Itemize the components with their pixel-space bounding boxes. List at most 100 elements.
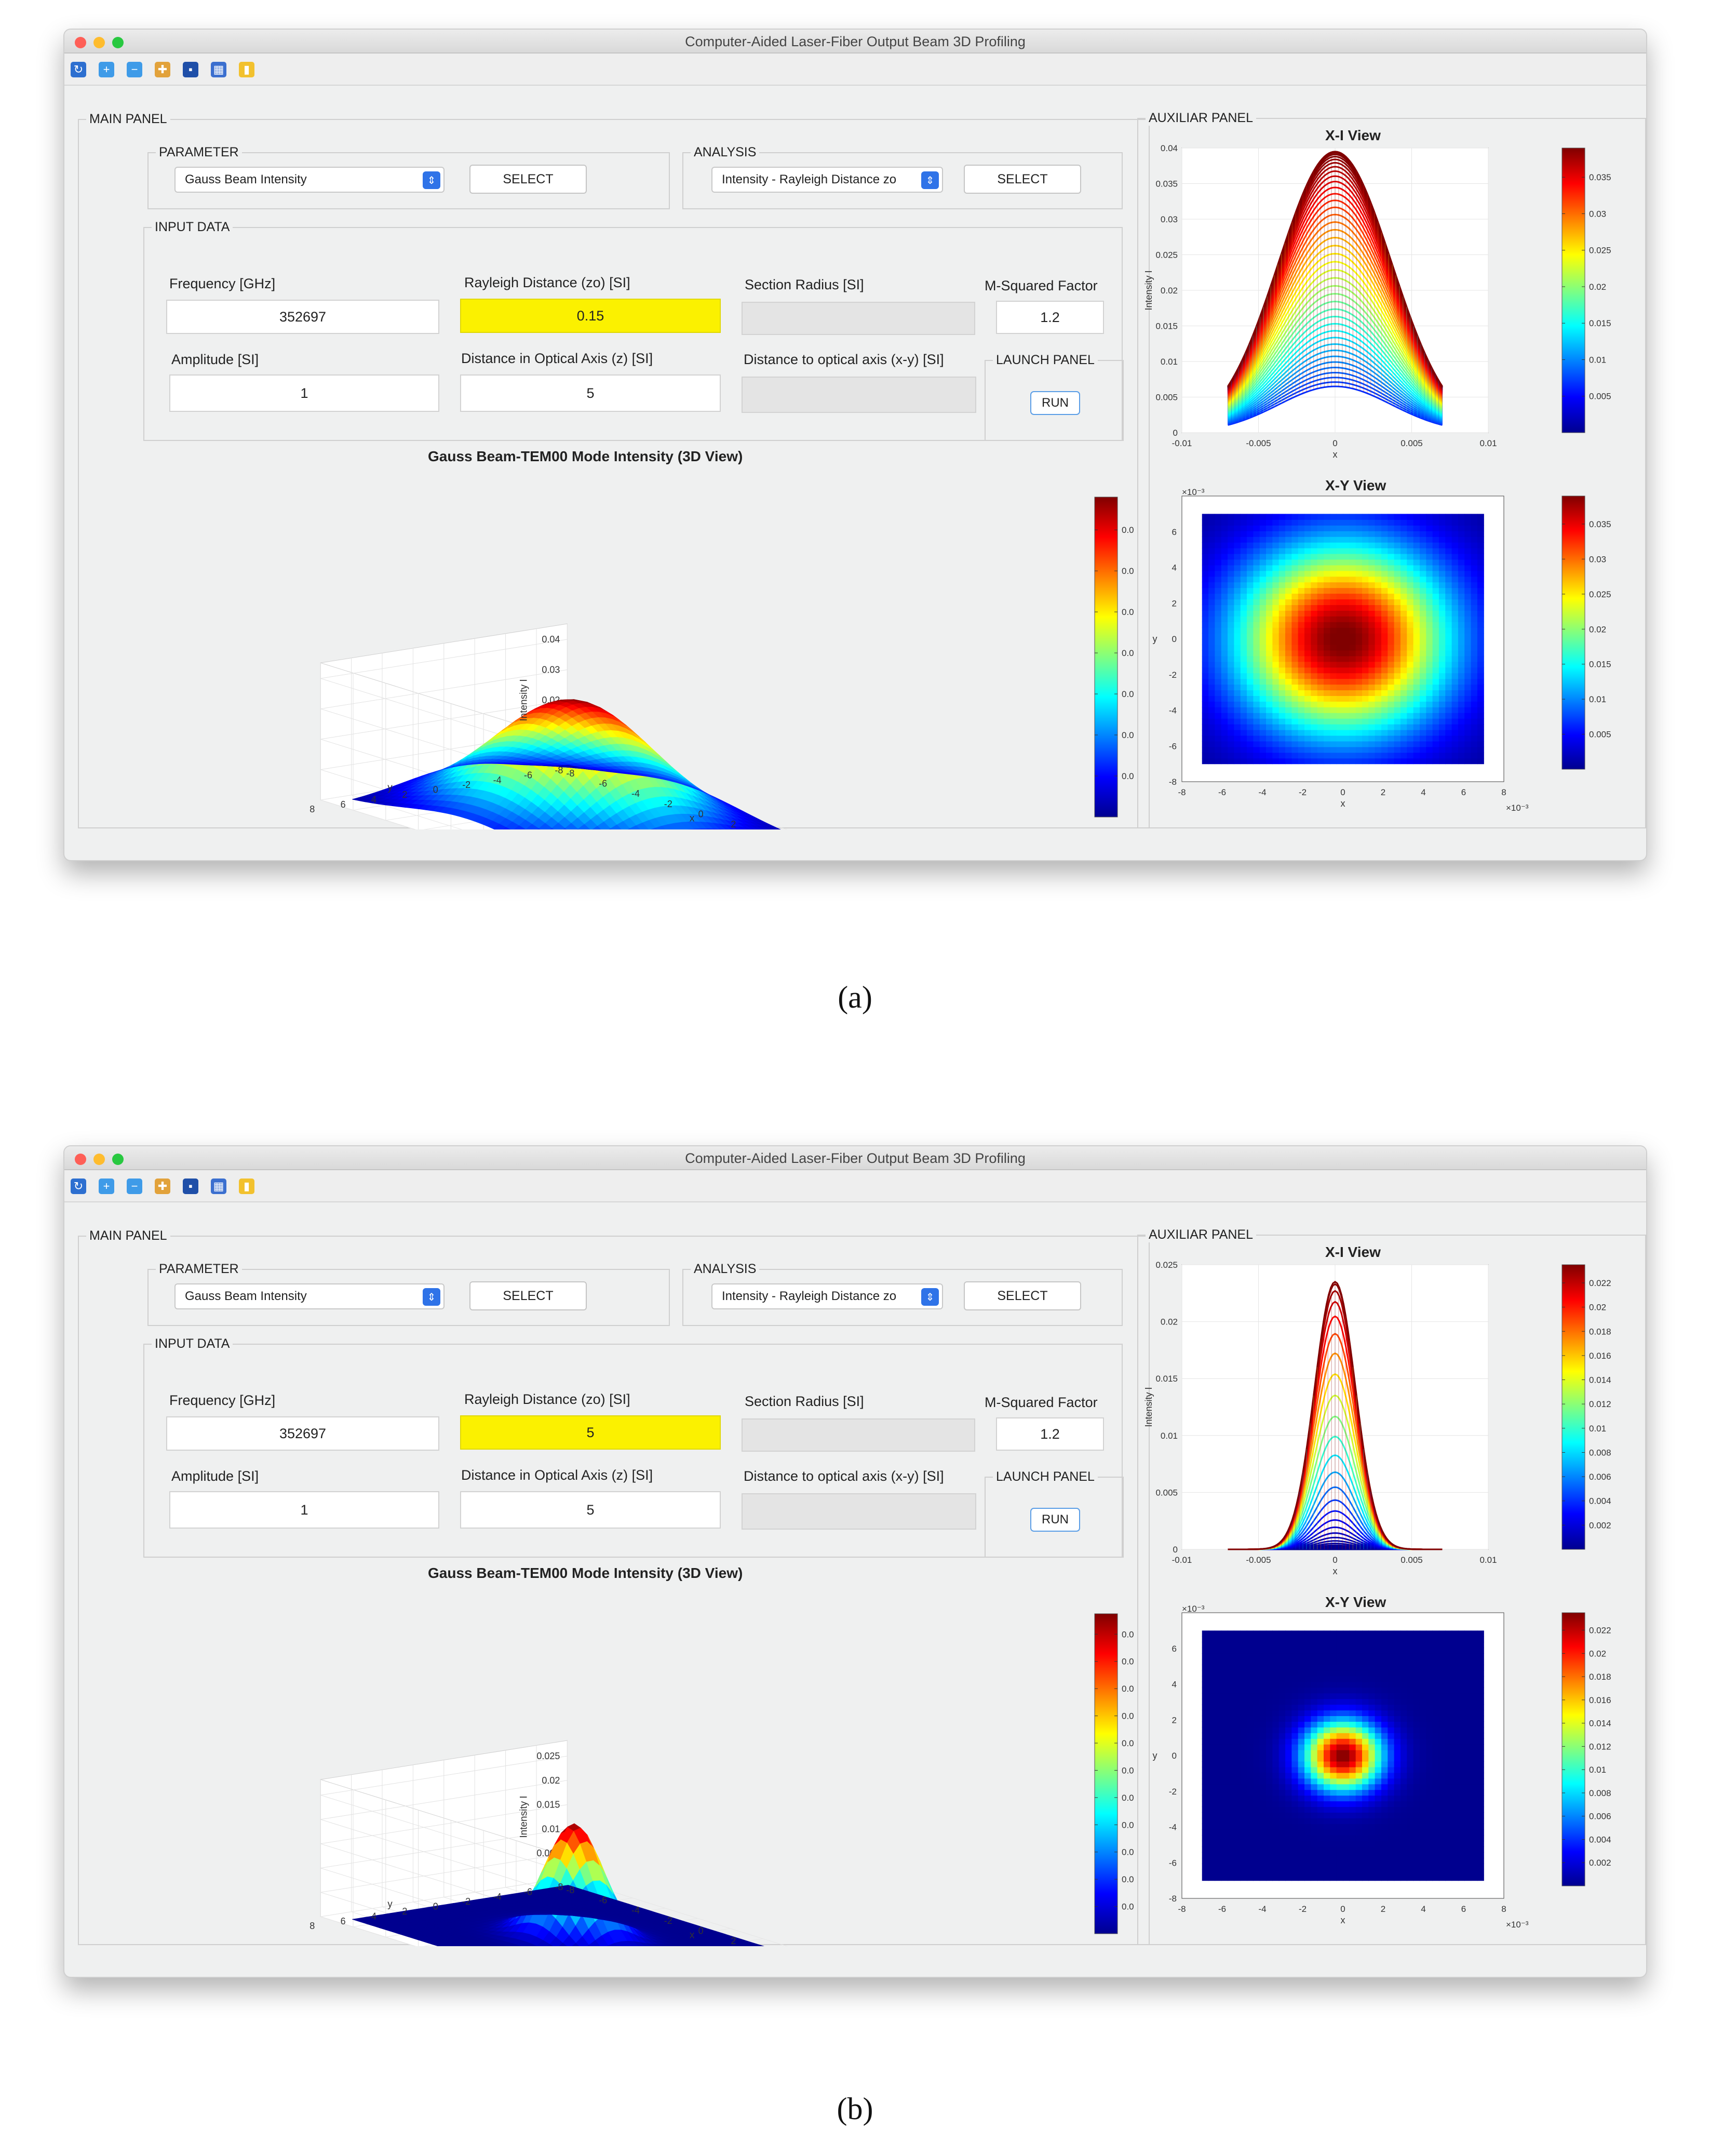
xy-heat-cell xyxy=(1464,741,1472,747)
rotate-icon[interactable]: ↻ xyxy=(71,1179,86,1194)
minimize-window-icon[interactable] xyxy=(93,1154,105,1165)
xy-heat-cell xyxy=(1272,695,1280,702)
xy-heat-cell xyxy=(1394,718,1401,725)
xy-heat-cell xyxy=(1368,690,1376,696)
xy-heat-cell xyxy=(1272,616,1280,622)
parameter-select-button[interactable]: SELECT xyxy=(469,165,587,194)
amplitude-field[interactable]: 1 xyxy=(169,374,439,412)
xy-heat-cell xyxy=(1311,730,1318,736)
grid-icon[interactable]: ▦ xyxy=(211,62,226,77)
xy-heat-cell xyxy=(1451,605,1459,611)
zoom-in-icon[interactable]: + xyxy=(99,1179,114,1194)
xy-heat-cell xyxy=(1234,570,1241,577)
x-tick-label: 0 xyxy=(698,1925,704,1936)
run-button[interactable]: RUN xyxy=(1030,391,1080,415)
analysis-select-button[interactable]: SELECT xyxy=(964,1281,1081,1310)
xy-heat-cell xyxy=(1317,752,1324,759)
rayleigh-field[interactable]: 5 xyxy=(460,1415,721,1450)
xy-heat-cell xyxy=(1368,752,1376,759)
xy-heat-cell xyxy=(1278,622,1286,628)
xy-heat-cell xyxy=(1471,576,1478,583)
xy-heat-cell xyxy=(1381,633,1388,639)
xy-heat-cell xyxy=(1285,519,1292,526)
rotate-icon[interactable]: ↻ xyxy=(71,62,86,77)
xy-heat-cell xyxy=(1388,701,1395,707)
xy-heat-cell xyxy=(1451,661,1459,668)
xy-heat-cell xyxy=(1221,576,1228,583)
zoom-out-icon[interactable]: − xyxy=(127,62,142,77)
xy-heat-cell xyxy=(1336,724,1343,730)
colorbar-tick-label: 0.016 xyxy=(1122,1711,1134,1721)
analysis-dropdown[interactable]: Intensity - Rayleigh Distance zo ⇕ xyxy=(711,1283,943,1309)
xy-heat-cell xyxy=(1362,548,1369,554)
zoom-window-icon[interactable] xyxy=(112,37,124,48)
xy-heat-cell xyxy=(1438,599,1446,605)
xy-heat-cell xyxy=(1432,690,1439,696)
close-window-icon[interactable] xyxy=(75,1154,86,1165)
close-window-icon[interactable] xyxy=(75,37,86,48)
zoom-in-icon[interactable]: + xyxy=(99,62,114,77)
xy-heat-cell xyxy=(1375,707,1382,713)
xy-heat-cell xyxy=(1407,655,1414,662)
xy-heat-cell xyxy=(1228,724,1234,730)
distance-z-field[interactable]: 5 xyxy=(460,374,721,412)
xy-heat-cell xyxy=(1362,695,1369,702)
grid-icon[interactable]: ▦ xyxy=(211,1179,226,1194)
xy-heat-cell xyxy=(1304,650,1311,657)
xy-heat-cell xyxy=(1285,593,1292,600)
xy-heat-cell xyxy=(1253,616,1260,622)
zoom-out-icon[interactable]: − xyxy=(127,1179,142,1194)
xy-heat-cell xyxy=(1259,713,1267,719)
xy-heat-cell xyxy=(1388,599,1395,605)
rayleigh-field[interactable]: 0.15 xyxy=(460,299,721,333)
xy-heat-cell xyxy=(1266,605,1273,611)
frequency-field[interactable]: 352697 xyxy=(166,1416,439,1451)
xy-heat-cell xyxy=(1381,667,1388,674)
xy-heat-cell xyxy=(1419,644,1426,651)
amplitude-field[interactable]: 1 xyxy=(169,1491,439,1529)
colorbar-icon[interactable]: ▮ xyxy=(239,1179,254,1194)
xy-heat-cell xyxy=(1394,593,1401,600)
distance-z-field[interactable]: 5 xyxy=(460,1491,721,1529)
parameter-select-button[interactable]: SELECT xyxy=(469,1281,587,1310)
xy-heat-cell xyxy=(1208,684,1216,691)
xy-heat-cell xyxy=(1247,741,1254,747)
analysis-select-button[interactable]: SELECT xyxy=(964,165,1081,194)
xy-heat-cell xyxy=(1298,622,1305,628)
save-icon[interactable]: ▪ xyxy=(183,62,198,77)
xy-heat-cell xyxy=(1291,644,1299,651)
colorbar-tick-label: 0.018 xyxy=(1122,1684,1134,1694)
xy-heat-cell xyxy=(1202,678,1209,685)
xy-x-tick-label: -2 xyxy=(1299,787,1307,797)
zoom-window-icon[interactable] xyxy=(112,1154,124,1165)
xy-heat-cell xyxy=(1432,565,1439,571)
xy-heat-cell xyxy=(1330,644,1337,651)
parameter-dropdown[interactable]: Gauss Beam Intensity ⇕ xyxy=(174,1283,445,1309)
xy-heat-cell xyxy=(1221,678,1228,685)
xy-heat-cell xyxy=(1388,667,1395,674)
xy-heat-cell xyxy=(1419,701,1426,707)
frequency-field[interactable]: 352697 xyxy=(166,300,439,334)
analysis-dropdown[interactable]: Intensity - Rayleigh Distance zo ⇕ xyxy=(711,167,943,193)
xy-heat-cell xyxy=(1253,525,1260,531)
xy-heat-cell xyxy=(1464,553,1472,560)
colorbar-icon[interactable]: ▮ xyxy=(239,62,254,77)
save-icon[interactable]: ▪ xyxy=(183,1179,198,1194)
xy-heat-cell xyxy=(1259,587,1267,594)
xy-heat-cell xyxy=(1368,701,1376,707)
minimize-window-icon[interactable] xyxy=(93,37,105,48)
run-button[interactable]: RUN xyxy=(1030,1508,1080,1532)
msquared-field[interactable]: 1.2 xyxy=(996,1417,1104,1451)
xy-heat-cell xyxy=(1426,650,1433,657)
colorbar-tick-label: 0.01 xyxy=(1589,355,1606,365)
data-cursor-icon[interactable]: ✚ xyxy=(155,1179,170,1194)
xy-heat-cell xyxy=(1228,650,1234,657)
parameter-dropdown[interactable]: Gauss Beam Intensity ⇕ xyxy=(174,167,445,193)
xy-heat-cell xyxy=(1298,537,1305,543)
xy-heat-cell xyxy=(1291,519,1299,526)
msquared-field[interactable]: 1.2 xyxy=(996,301,1104,334)
xy-heat-cell xyxy=(1419,661,1426,668)
xy-heat-cell xyxy=(1438,758,1446,765)
data-cursor-icon[interactable]: ✚ xyxy=(155,62,170,77)
xy-heat-cell xyxy=(1362,610,1369,617)
